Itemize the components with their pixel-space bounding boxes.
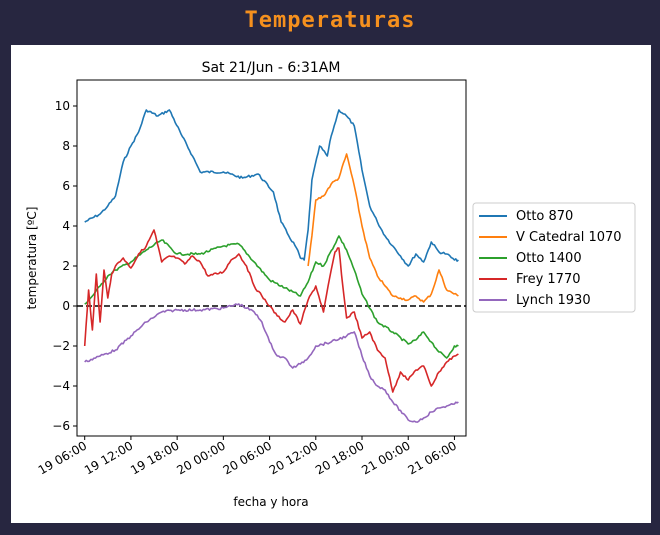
series-line-4 [84,303,459,423]
legend-label: V Catedral 1070 [516,230,622,245]
x-tick-label: 20 12:00 [267,438,320,477]
chart-panel: 10 8 6 4 2 0 −2 −4 −6 19 06:00 19 12:00 19 18:00 20… [11,45,651,523]
legend-label: Otto 1400 [516,251,582,266]
y-tick-label: 2 [62,259,70,273]
series-line-2 [84,235,459,359]
y-axis: 10 8 6 4 2 0 −2 −4 −6 [52,99,77,433]
y-tick-label: 8 [62,139,70,153]
y-tick-label: −6 [52,419,70,433]
series-line-3 [83,229,459,393]
app-header: Temperaturas [0,0,660,40]
y-tick-label: 10 [55,99,70,113]
y-axis-label: temperatura [ºC] [25,207,39,310]
legend-label: Lynch 1930 [516,293,591,308]
x-tick-label: 20 18:00 [313,438,366,477]
app-title: Temperaturas [244,7,416,33]
x-tick-label: 19 18:00 [128,438,181,477]
x-tick-label: 20 06:00 [221,438,274,477]
legend-box [472,202,636,313]
legend-label: Otto 870 [516,209,573,224]
series-line-0 [84,109,459,267]
y-tick-label: −4 [52,379,70,393]
y-tick-label: 6 [62,179,70,193]
legend: Otto 870 V Catedral 1070 Otto 1400 Frey 177… [472,202,636,313]
series-line-1 [307,153,459,303]
x-tick-label: 19 12:00 [82,438,135,477]
y-tick-label: 4 [62,219,70,233]
series-layer [83,109,459,423]
x-tick-label: 20 00:00 [174,438,227,477]
x-tick-label: 19 06:00 [36,438,89,477]
x-tick-label: 21 00:00 [359,438,412,477]
x-tick-label: 21 06:00 [405,438,458,477]
y-tick-label: 0 [62,299,70,313]
y-tick-label: −2 [52,339,70,353]
chart-title: Sat 21/Jun - 6:31AM [202,60,341,76]
x-axis-label: fecha y hora [233,495,308,509]
legend-label: Frey 1770 [516,272,581,287]
